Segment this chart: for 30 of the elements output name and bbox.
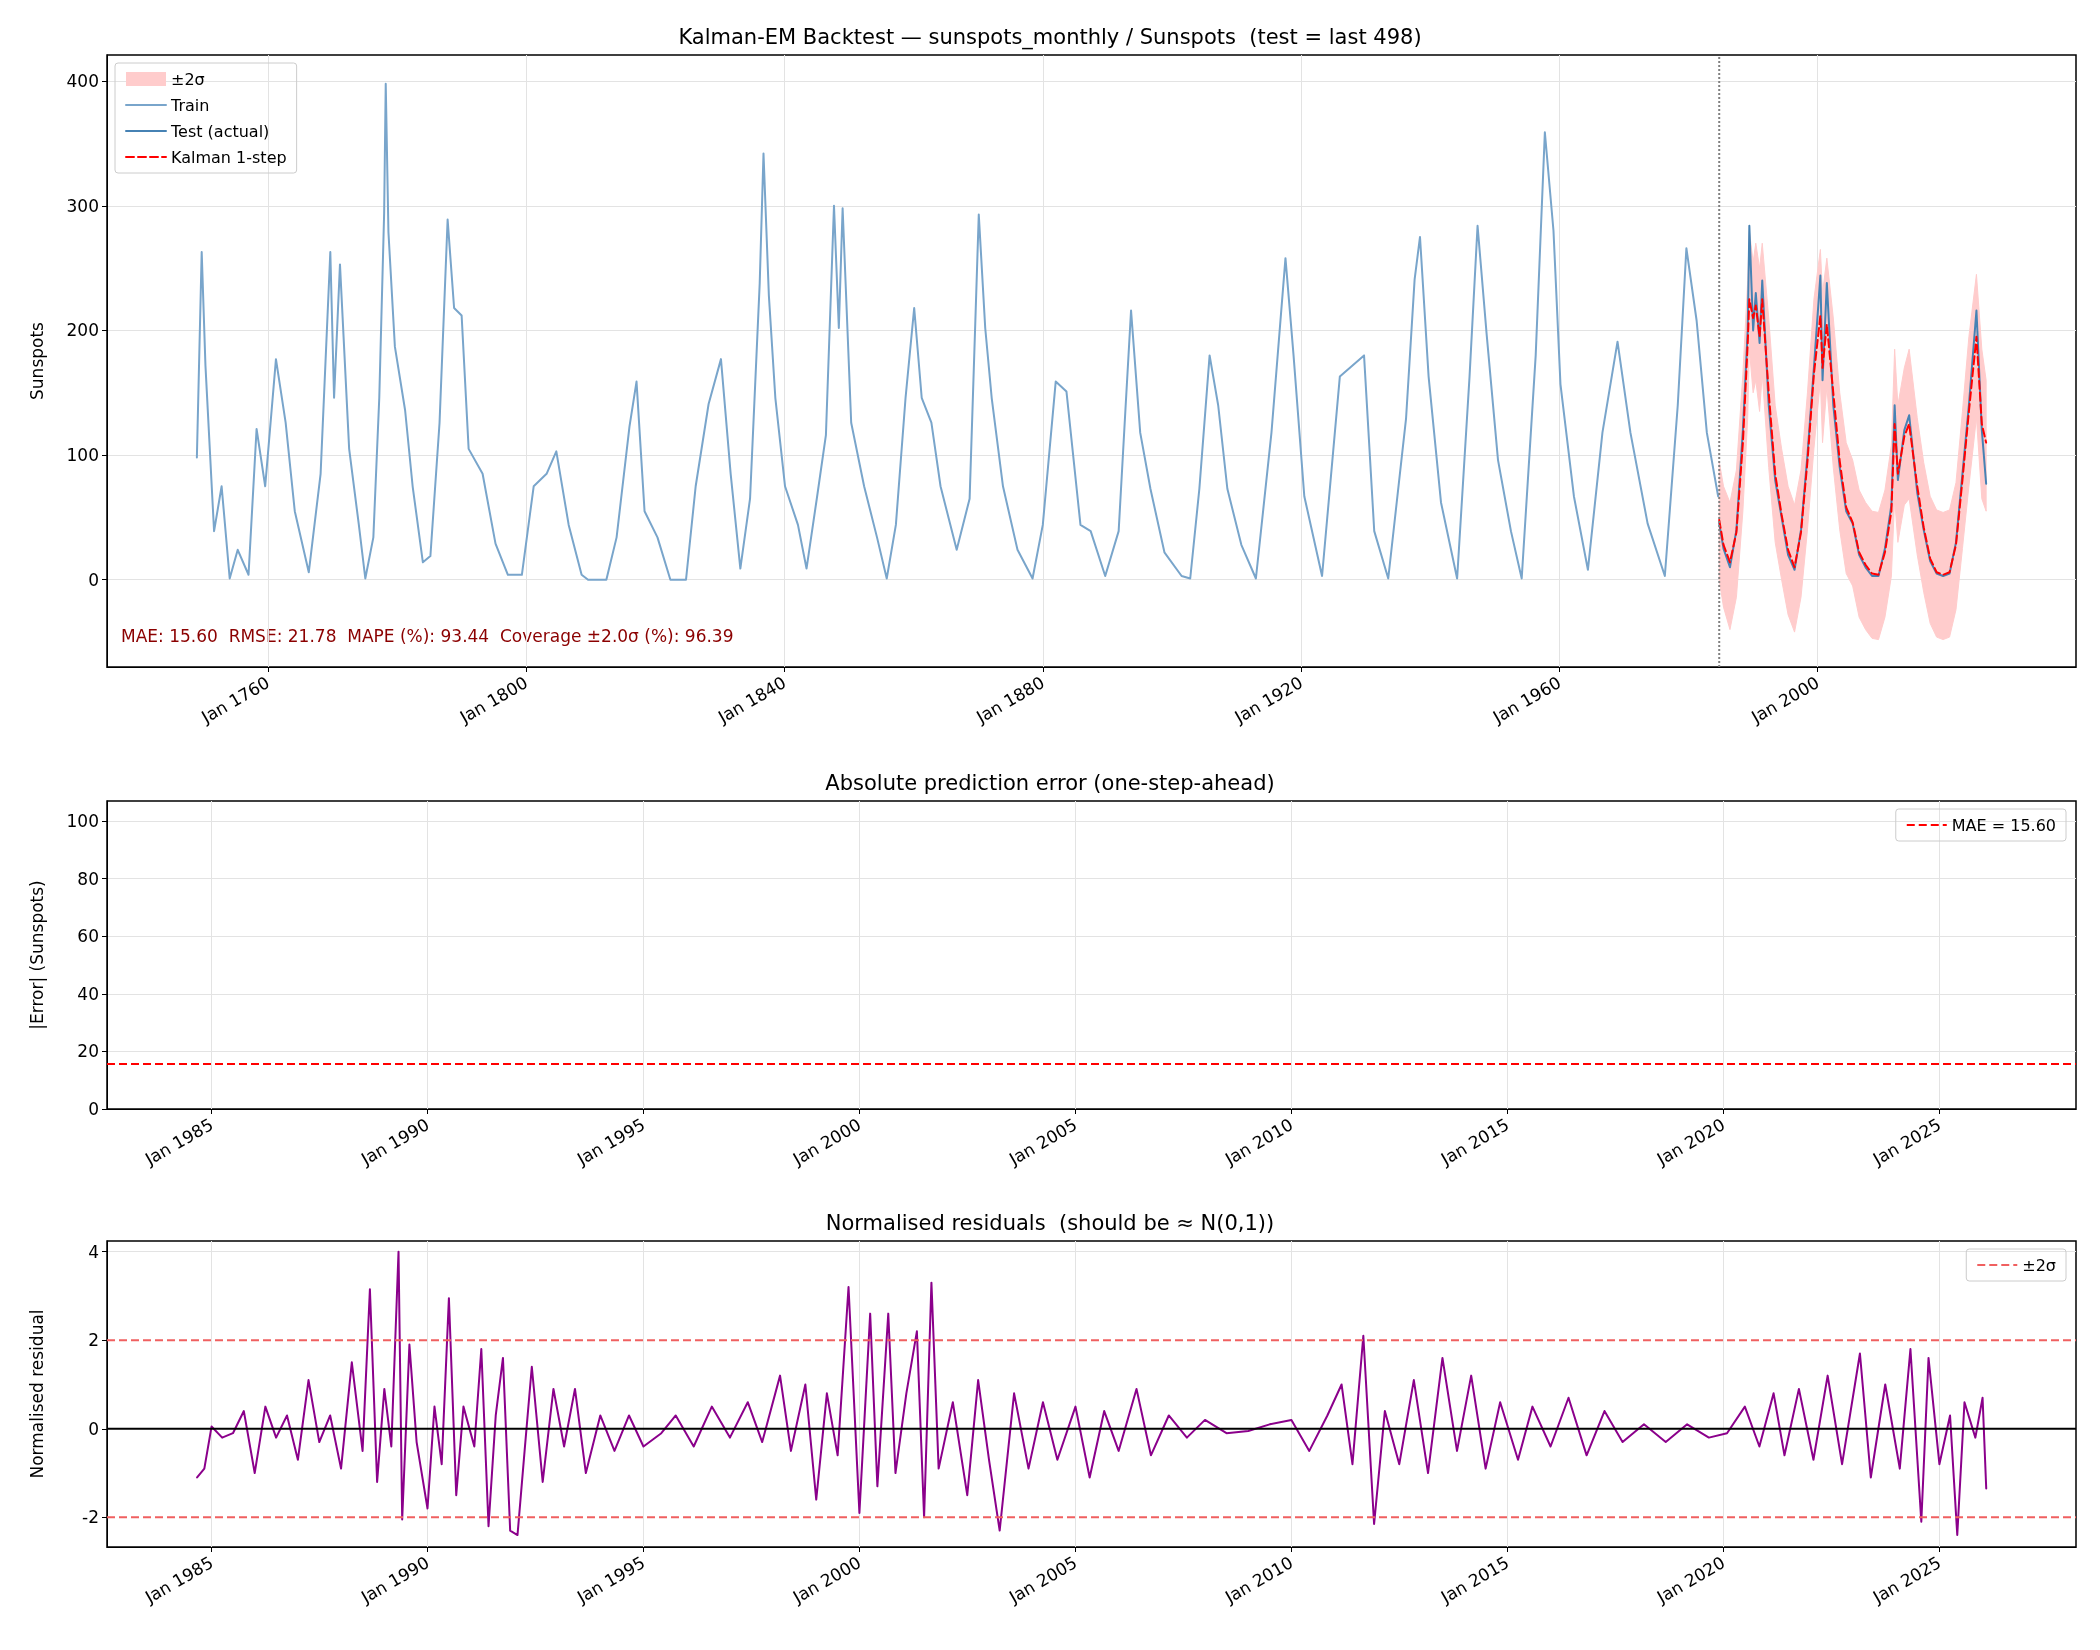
y-axis-title: Sunspots xyxy=(26,321,47,400)
y-tick-label: 80 xyxy=(77,868,99,889)
legend-label: Test (actual) xyxy=(170,121,270,141)
chart-title: Absolute prediction error (one-step-ahead) xyxy=(825,770,1275,795)
y-tick-label: 100 xyxy=(66,811,99,832)
y-tick-label: 0 xyxy=(88,1418,99,1439)
y-tick-label: 200 xyxy=(66,320,99,341)
chart-title: Kalman-EM Backtest — sunspots_monthly / Sunspots (test = last 498) xyxy=(678,24,1422,50)
y-axis-title: Normalised residual xyxy=(26,1309,47,1479)
line-series xyxy=(1718,224,1988,578)
y-tick-label: -2 xyxy=(82,1507,99,1528)
y-tick-label: 100 xyxy=(66,445,99,466)
y-tick-label: 0 xyxy=(88,1099,99,1119)
legend-label: ±2σ xyxy=(171,69,205,89)
line-series xyxy=(196,1250,1988,1537)
chart-title: Normalised residuals (should be ≈ N(0,1)) xyxy=(825,1210,1275,1235)
y-tick-label: 60 xyxy=(77,926,99,947)
legend-label: ±2σ xyxy=(2022,1255,2057,1275)
legend-label: MAE = 15.60 xyxy=(1951,815,2057,835)
y-tick-label: 4 xyxy=(88,1241,99,1262)
legend-label: Kalman 1-step xyxy=(171,147,287,167)
y-tick-label: 40 xyxy=(77,983,99,1004)
y-tick-label: 20 xyxy=(77,1041,99,1062)
y-tick-label: 400 xyxy=(66,71,99,92)
y-axis-title: |Error| (Sunspots) xyxy=(26,880,47,1030)
y-tick-label: 0 xyxy=(88,569,99,590)
line-series xyxy=(1718,298,1988,576)
y-tick-label: 2 xyxy=(88,1330,99,1351)
y-tick-label: 300 xyxy=(66,195,99,216)
legend-label: Train xyxy=(170,95,210,115)
